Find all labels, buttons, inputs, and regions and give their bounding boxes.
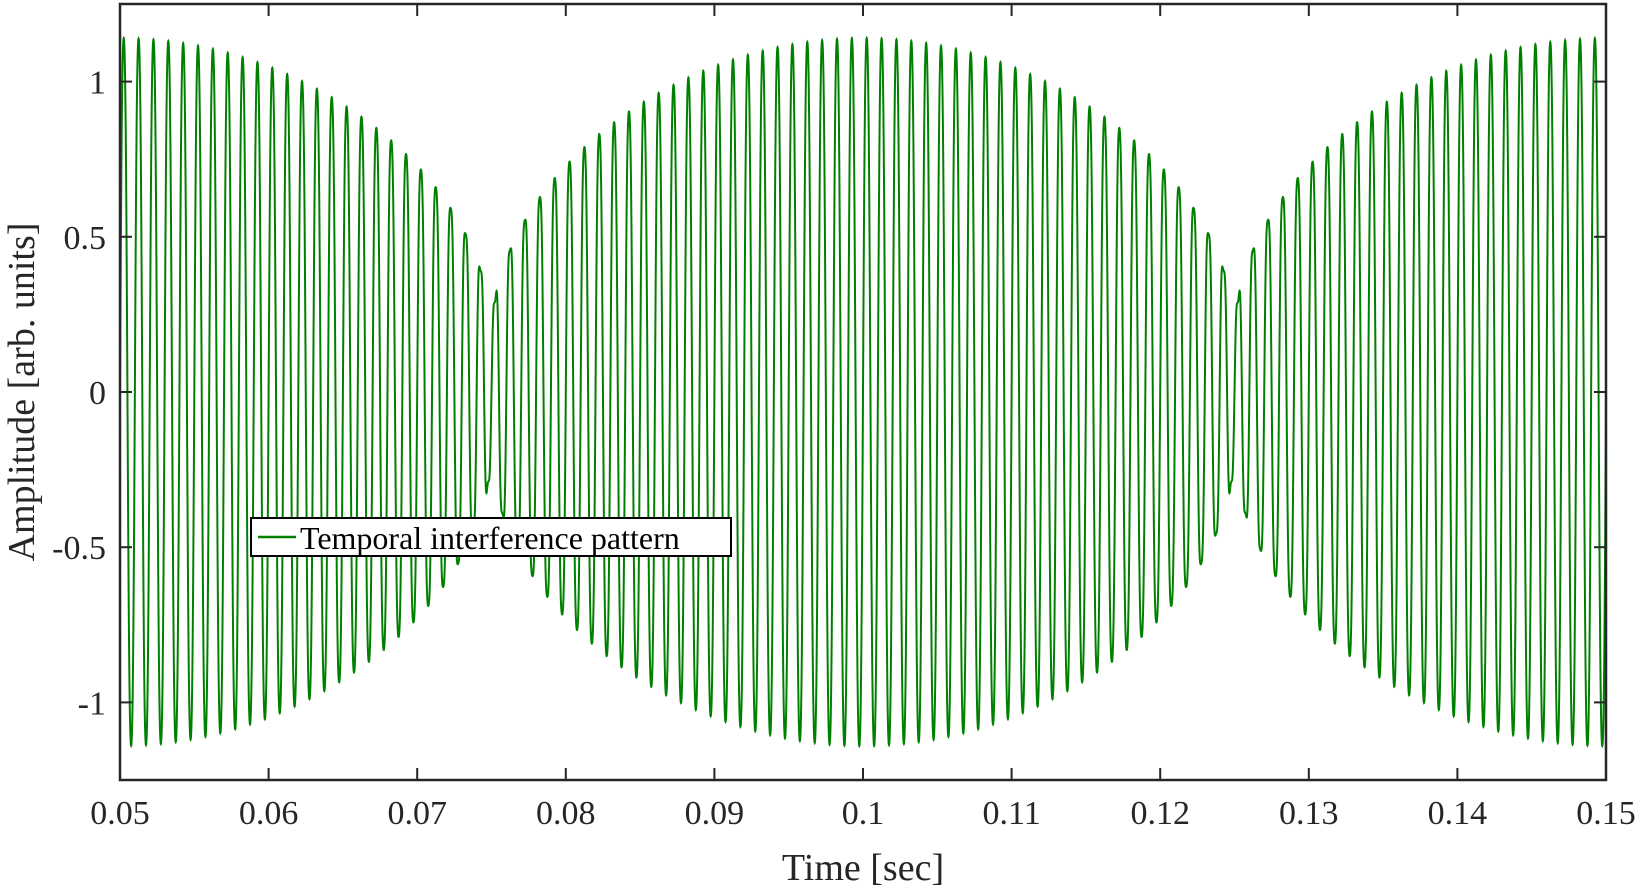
x-axis: 0.05 0.06 0.07 0.08 0.09 0.1 0.11 0.12 0.13 0.14 0… [90,4,1636,832]
legend-box [250,517,732,557]
x-tick-label: 0.05 [90,795,150,832]
signal-layer [119,35,1607,749]
legend-label-temporal-interference-pattern: Temporal interference pattern [300,520,680,556]
y-axis: -1 -0.5 0 0.5 1 [52,65,1606,722]
x-axis-label: Time [sec] [782,847,944,889]
x-tick-label: 0.08 [536,795,596,832]
series-line-temporal-interference-pattern [119,35,1607,749]
y-tick-label: 0.5 [64,220,107,257]
x-tick-label: 0.14 [1428,795,1488,832]
x-tick-label: 0.11 [982,795,1040,832]
y-tick-label: -0.5 [52,530,106,567]
x-tick-label: 0.09 [685,795,745,832]
x-tick-label: 0.06 [239,795,299,832]
y-tick-label: 1 [89,65,106,102]
x-tick-label: 0.13 [1279,795,1339,832]
x-tick-label: 0.07 [387,795,447,832]
y-axis-label: Amplitude [arb. units] [1,223,43,562]
legend: Temporal interference pattern [250,517,732,557]
x-tick-label: 0.1 [842,795,885,832]
x-tick-label: 0.15 [1576,795,1636,832]
x-tick-label: 0.12 [1130,795,1190,832]
y-tick-label: -1 [78,685,106,722]
y-tick-label: 0 [89,375,106,412]
